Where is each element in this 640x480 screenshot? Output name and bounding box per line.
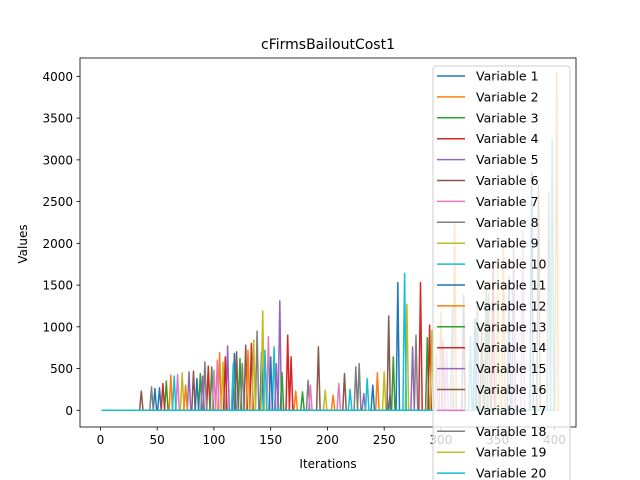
legend-label: Variable 4	[476, 131, 539, 146]
x-tick-label: 100	[202, 433, 225, 447]
x-tick-label: 50	[150, 433, 165, 447]
series-line-14	[101, 324, 555, 412]
legend: Variable 1 Variable 2 Variable 3 Variable 4…	[432, 65, 571, 480]
y-tick-label: 0	[65, 404, 73, 418]
y-tick-label: 4000	[42, 70, 73, 84]
chart-title: cFirmsBailoutCost1	[261, 37, 395, 53]
legend-label: Variable 13	[476, 319, 547, 334]
y-axis-title: Values	[16, 224, 30, 263]
legend-label: Variable 14	[476, 340, 547, 355]
y-tick-label: 3000	[42, 153, 73, 167]
legend-label: Variable 1	[476, 69, 539, 84]
series-line-15	[101, 346, 555, 412]
y-tick-label: 1500	[42, 279, 73, 293]
x-tick-label: 150	[259, 433, 282, 447]
y-tick-label: 2500	[42, 195, 73, 209]
legend-label: Variable 20	[476, 466, 547, 480]
x-axis-title: Iterations	[299, 457, 356, 471]
legend-label: Variable 17	[476, 403, 547, 418]
legend-label: Variable 2	[476, 89, 539, 104]
legend-box	[432, 65, 571, 480]
y-tick-label: 500	[50, 362, 73, 376]
legend-label: Variable 11	[476, 278, 547, 293]
legend-label: Variable 10	[476, 257, 547, 272]
x-tick-label: 250	[373, 433, 396, 447]
axes-frame	[79, 57, 577, 428]
y-tick-label: 1000	[42, 320, 73, 334]
legend-label: Variable 3	[476, 110, 539, 125]
y-axis: 0 500 1000 1500 2000 2500 3000 3500 4000	[42, 70, 80, 418]
y-tick-label: 2000	[42, 237, 73, 251]
series-line-13	[101, 356, 555, 412]
y-tick-label: 3500	[42, 112, 73, 126]
legend-label: Variable 5	[476, 152, 539, 167]
legend-label: Variable 9	[476, 236, 539, 251]
legend-label: Variable 6	[476, 173, 539, 188]
x-tick-label: 0	[97, 433, 105, 447]
legend-label: Variable 18	[476, 424, 547, 439]
series-line-19	[101, 329, 555, 412]
legend-label: Variable 8	[476, 215, 539, 230]
legend-label: Variable 19	[476, 445, 547, 460]
legend-label: Variable 16	[476, 382, 547, 397]
x-tick-label: 200	[316, 433, 339, 447]
legend-label: Variable 7	[476, 194, 539, 209]
legend-label: Variable 12	[476, 298, 547, 313]
legend-label: Variable 15	[476, 361, 547, 376]
